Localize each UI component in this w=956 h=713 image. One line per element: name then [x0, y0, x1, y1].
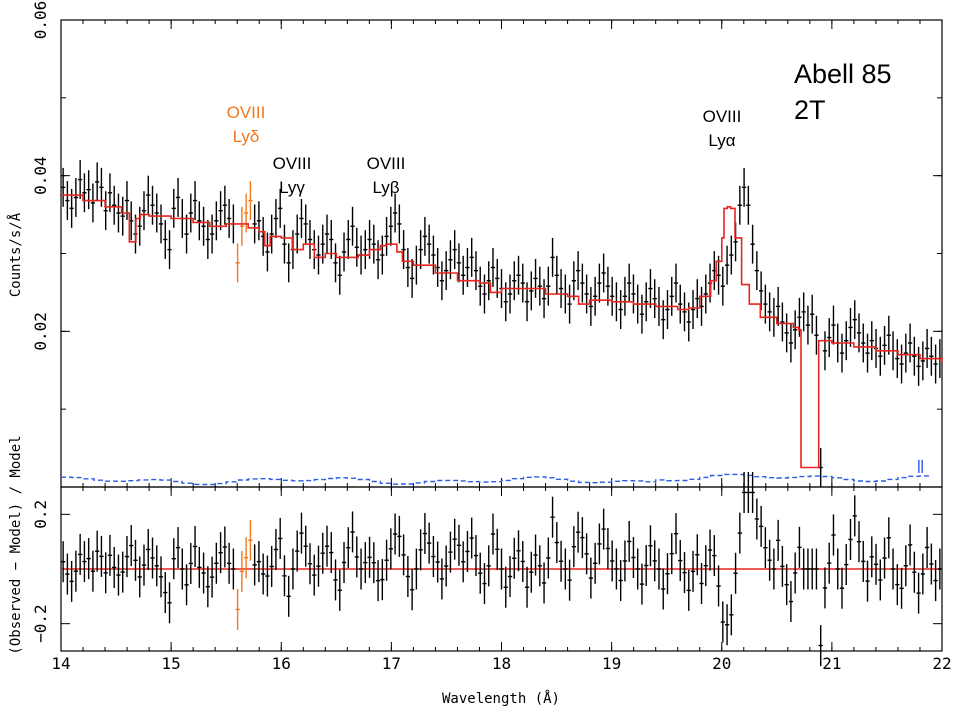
bottom-y-axis-title: (Observed − Model) / Model: [8, 435, 24, 654]
x-tick-label: 21: [822, 654, 841, 673]
top-y-tick-label: 0.04: [31, 156, 50, 195]
bottom-y-tick-label: 0.2: [31, 500, 50, 529]
background-line: [61, 473, 932, 486]
background-series: [61, 459, 932, 486]
x-tick-label: 16: [272, 654, 291, 673]
x-tick-label: 20: [712, 654, 731, 673]
annotation-label: OVIII: [227, 103, 266, 122]
annotation-ovii-lyd: OVIII Lyδ: [227, 103, 266, 146]
top-y-tick-label: 0.02: [31, 312, 50, 351]
chart-title-line2: 2T: [794, 95, 826, 125]
residual-series: [61, 471, 942, 667]
x-tick-label: 17: [382, 654, 401, 673]
bottom-y-tick-label: −0.2: [31, 604, 50, 643]
annotation-label: OVIII: [703, 107, 742, 126]
model-line: [61, 194, 943, 469]
annotation-ovii-lya: OVIII Lyα: [703, 107, 742, 150]
top-y-axis-title: Counts/s/Å: [7, 212, 24, 297]
x-tick-label: 18: [492, 654, 511, 673]
x-tick-label: 15: [161, 654, 180, 673]
annotation-label: OVIII: [273, 154, 312, 173]
chart-title-line1: Abell 85: [794, 59, 892, 89]
annotation-sub: Lyα: [708, 131, 735, 150]
x-tick-label: 14: [51, 654, 70, 673]
annotation-sub: Lyγ: [279, 178, 305, 197]
tick-labels: 14 15 16 17 18 19 20 21 22 0.02 0.04 0.06 0.2 −0.2: [31, 1, 952, 673]
annotation-ovii-lyb: OVIII Lyβ: [367, 154, 406, 197]
x-axis-title: Wavelength (Å): [442, 690, 560, 707]
model-series: [61, 194, 943, 469]
x-tick-label: 22: [932, 654, 951, 673]
top-panel-frame: [60, 19, 943, 488]
annotation-sub: Lyβ: [372, 178, 399, 197]
x-tick-label: 19: [602, 654, 621, 673]
observed-data-series: [61, 160, 942, 487]
top-y-tick-label: 0.06: [31, 1, 50, 40]
annotation-sub: Lyδ: [233, 127, 260, 146]
annotation-ovii-lyg: OVIII Lyγ: [273, 154, 312, 197]
annotation-label: OVIII: [367, 154, 406, 173]
